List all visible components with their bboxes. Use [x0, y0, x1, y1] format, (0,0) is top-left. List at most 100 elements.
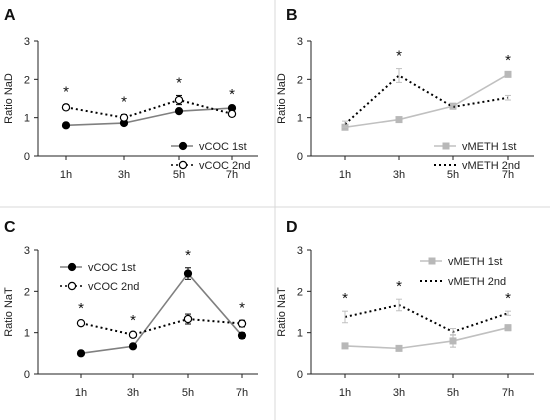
legend-label: vCOC 1st [199, 141, 247, 153]
y-axis-label: Ratio NaD [276, 73, 288, 124]
data-point [237, 319, 247, 328]
series-vmeth-2nd [342, 68, 511, 128]
x-tick-label: 7h [502, 169, 514, 181]
x-tick-label: 1h [339, 387, 351, 399]
y-tick-label: 2 [297, 286, 303, 298]
y-tick-label: 1 [24, 328, 30, 340]
legend-label: vMETH 2nd [462, 160, 520, 172]
panel-label: D [286, 219, 298, 236]
y-tick-label: 2 [24, 286, 30, 298]
x-tick-label: 3h [118, 169, 130, 181]
data-point [128, 342, 138, 351]
data-point [504, 324, 512, 332]
y-axis-label: Ratio NaD [3, 73, 15, 124]
data-point [341, 342, 349, 350]
series-line [80, 272, 243, 355]
legend-label: vMETH 1st [448, 256, 502, 268]
y-tick-label: 1 [24, 113, 30, 125]
series-vmeth-2nd [342, 298, 511, 336]
x-tick-label: 5h [182, 387, 194, 399]
y-tick-label: 1 [297, 328, 303, 340]
x-tick-label: 5h [447, 387, 459, 399]
data-point [76, 318, 86, 328]
series-vcoc-1st [61, 103, 237, 130]
legend-marker [67, 281, 77, 291]
x-tick-label: 1h [60, 169, 72, 181]
data-point [237, 331, 247, 340]
legend-label: vMETH 1st [462, 141, 516, 153]
significance-marker: * [185, 247, 191, 264]
legend-label: vCOC 2nd [88, 281, 139, 293]
data-point [504, 70, 512, 78]
legend-marker [178, 160, 188, 170]
y-tick-label: 1 [297, 113, 303, 125]
panel-label: B [286, 7, 298, 24]
y-axis-label: Ratio NaT [3, 287, 15, 337]
significance-marker: * [121, 94, 127, 111]
legend-item: vMETH 2nd [420, 276, 506, 288]
y-tick-label: 3 [297, 245, 303, 257]
y-tick-label: 0 [24, 369, 30, 381]
series-vmeth-1st [341, 70, 512, 131]
series-vmeth-1st [341, 324, 512, 352]
panel-label: A [4, 7, 16, 24]
x-tick-label: 3h [127, 387, 139, 399]
significance-marker: * [396, 278, 402, 295]
legend-item: vCOC 2nd [171, 160, 250, 172]
data-point [449, 337, 457, 345]
legend-item: vCOC 2nd [60, 281, 139, 293]
chart-panel-d: D 0 1 2 3 1h 3h 5h 7h Ratio NaT * * * vMETH 1st vMETH … [276, 219, 534, 399]
series-line [80, 318, 243, 336]
x-tick-label: 3h [393, 387, 405, 399]
data-point [61, 121, 71, 130]
legend-item: vCOC 1st [171, 141, 247, 153]
data-point [183, 269, 193, 278]
significance-marker: * [176, 74, 182, 91]
data-point [128, 330, 138, 339]
y-tick-label: 0 [297, 369, 303, 381]
legend-item: vMETH 2nd [434, 160, 520, 172]
data-point [395, 344, 403, 352]
legend-label: vMETH 2nd [448, 276, 506, 288]
significance-marker: * [78, 300, 84, 317]
series-vcoc-2nd [61, 94, 237, 122]
x-tick-label: 7h [226, 169, 238, 181]
series-vcoc-2nd [76, 313, 247, 339]
y-tick-label: 0 [24, 151, 30, 163]
x-tick-label: 7h [236, 387, 248, 399]
chart-panel-c: C 0 1 2 3 1h 3h 5h 7h Ratio NaT * * * * vCOC 1st vCOC 2… [3, 219, 258, 399]
data-point [183, 314, 193, 324]
significance-marker: * [505, 52, 511, 69]
chart-panel-a: A 0 1 2 3 1h 3h 5h 7h Ratio NaD * * * * vCOC 1st vCOC 2… [3, 7, 258, 181]
legend-label: vCOC 2nd [199, 160, 250, 172]
significance-marker: * [229, 86, 235, 103]
significance-marker: * [342, 290, 348, 307]
legend-item: vMETH 1st [434, 141, 516, 153]
x-tick-label: 1h [339, 169, 351, 181]
data-point [174, 107, 184, 116]
data-point [61, 103, 71, 112]
significance-marker: * [505, 290, 511, 307]
series-line [65, 107, 233, 127]
legend-item: vMETH 1st [420, 256, 502, 268]
x-tick-label: 5h [173, 169, 185, 181]
series-vcoc-1st [76, 267, 247, 358]
legend-item: vCOC 1st [60, 262, 136, 274]
panel-label: C [4, 219, 16, 236]
y-tick-label: 3 [24, 36, 30, 48]
series-line [344, 73, 509, 129]
x-tick-label: 7h [502, 387, 514, 399]
y-tick-label: 0 [297, 151, 303, 163]
significance-marker: * [63, 84, 69, 101]
legend-marker [67, 262, 77, 272]
data-point [119, 113, 129, 122]
y-tick-label: 2 [24, 74, 30, 86]
series-line [344, 74, 509, 125]
x-tick-label: 3h [393, 169, 405, 181]
x-tick-label: 5h [447, 169, 459, 181]
legend-marker [428, 257, 436, 265]
data-point [76, 349, 86, 358]
y-axis-label: Ratio NaT [276, 287, 288, 337]
chart-panel-b: B 0 1 2 3 1h 3h 5h 7h Ratio NaD * * vMETH 1st vMETH 2… [276, 7, 534, 181]
